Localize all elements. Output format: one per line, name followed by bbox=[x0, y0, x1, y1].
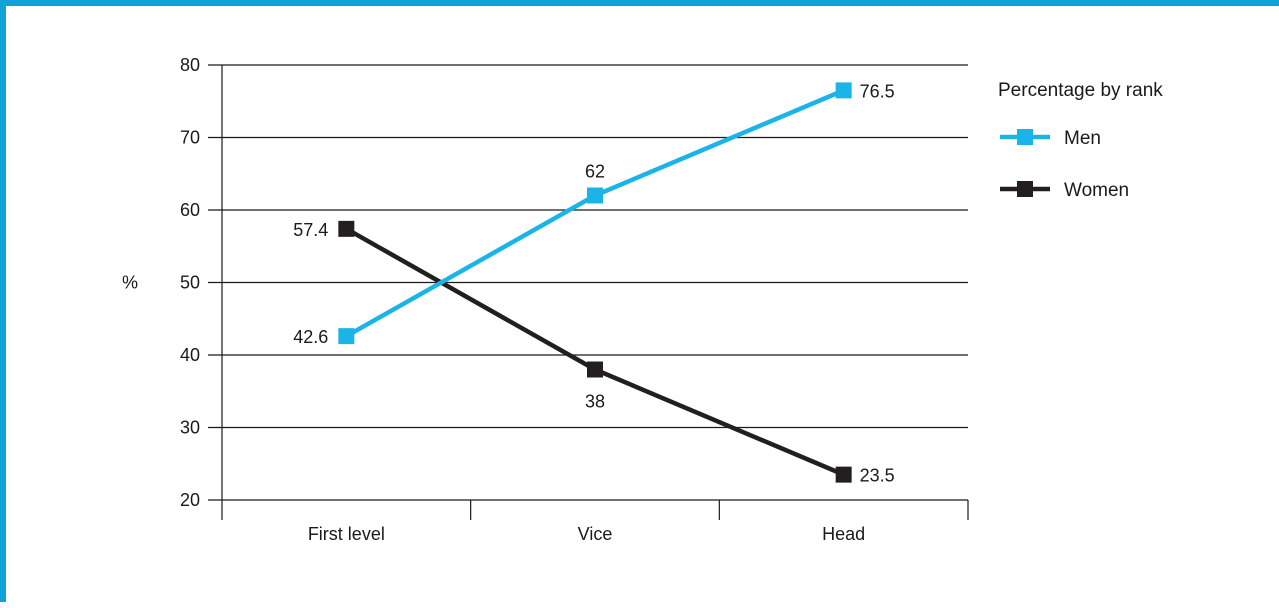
data-point-women bbox=[338, 220, 355, 237]
legend-swatch-marker bbox=[1017, 181, 1033, 197]
y-tick-label: 40 bbox=[180, 345, 200, 365]
y-tick-label: 50 bbox=[180, 273, 200, 293]
legend: Percentage by rank Men Women bbox=[998, 80, 1163, 201]
data-label-men: 62 bbox=[585, 162, 605, 182]
legend-title: Percentage by rank bbox=[998, 80, 1163, 101]
data-point-men bbox=[338, 328, 355, 345]
y-tick-labels: 20 30 40 50 60 70 80 bbox=[180, 55, 200, 510]
x-tick-label: Head bbox=[822, 524, 865, 544]
data-point-men bbox=[835, 82, 852, 99]
legend-label-men: Men bbox=[1064, 128, 1101, 149]
series-line-women bbox=[345, 226, 845, 477]
data-point-women bbox=[587, 361, 603, 378]
y-tick-label: 80 bbox=[180, 55, 200, 75]
axes bbox=[221, 65, 969, 520]
data-label-women: 57.4 bbox=[293, 220, 328, 240]
legend-label-women: Women bbox=[1064, 180, 1129, 201]
data-label-men: 76.5 bbox=[860, 81, 895, 101]
line-chart: 20 30 40 50 60 70 80 First level Vice Head % 57.… bbox=[122, 55, 1163, 544]
data-label-women: 38 bbox=[585, 392, 605, 412]
data-labels: 57.4 38 23.5 42.6 62 76.5 bbox=[293, 81, 894, 485]
x-tick-label: First level bbox=[308, 524, 385, 544]
gridlines bbox=[208, 64, 968, 501]
data-point-men bbox=[587, 187, 603, 204]
y-tick-label: 60 bbox=[180, 200, 200, 220]
x-tick-labels: First level Vice Head bbox=[308, 524, 865, 544]
legend-swatch-marker bbox=[1017, 129, 1033, 145]
y-tick-label: 30 bbox=[180, 418, 200, 438]
x-tick-label: Vice bbox=[578, 524, 613, 544]
y-axis-label: % bbox=[122, 273, 138, 293]
data-label-men: 42.6 bbox=[293, 327, 328, 347]
y-tick-label: 20 bbox=[180, 490, 200, 510]
y-tick-label: 70 bbox=[180, 128, 200, 148]
data-point-women bbox=[835, 466, 852, 483]
data-label-women: 23.5 bbox=[860, 466, 895, 486]
series-layer bbox=[338, 82, 852, 483]
series-line-men bbox=[345, 88, 845, 339]
